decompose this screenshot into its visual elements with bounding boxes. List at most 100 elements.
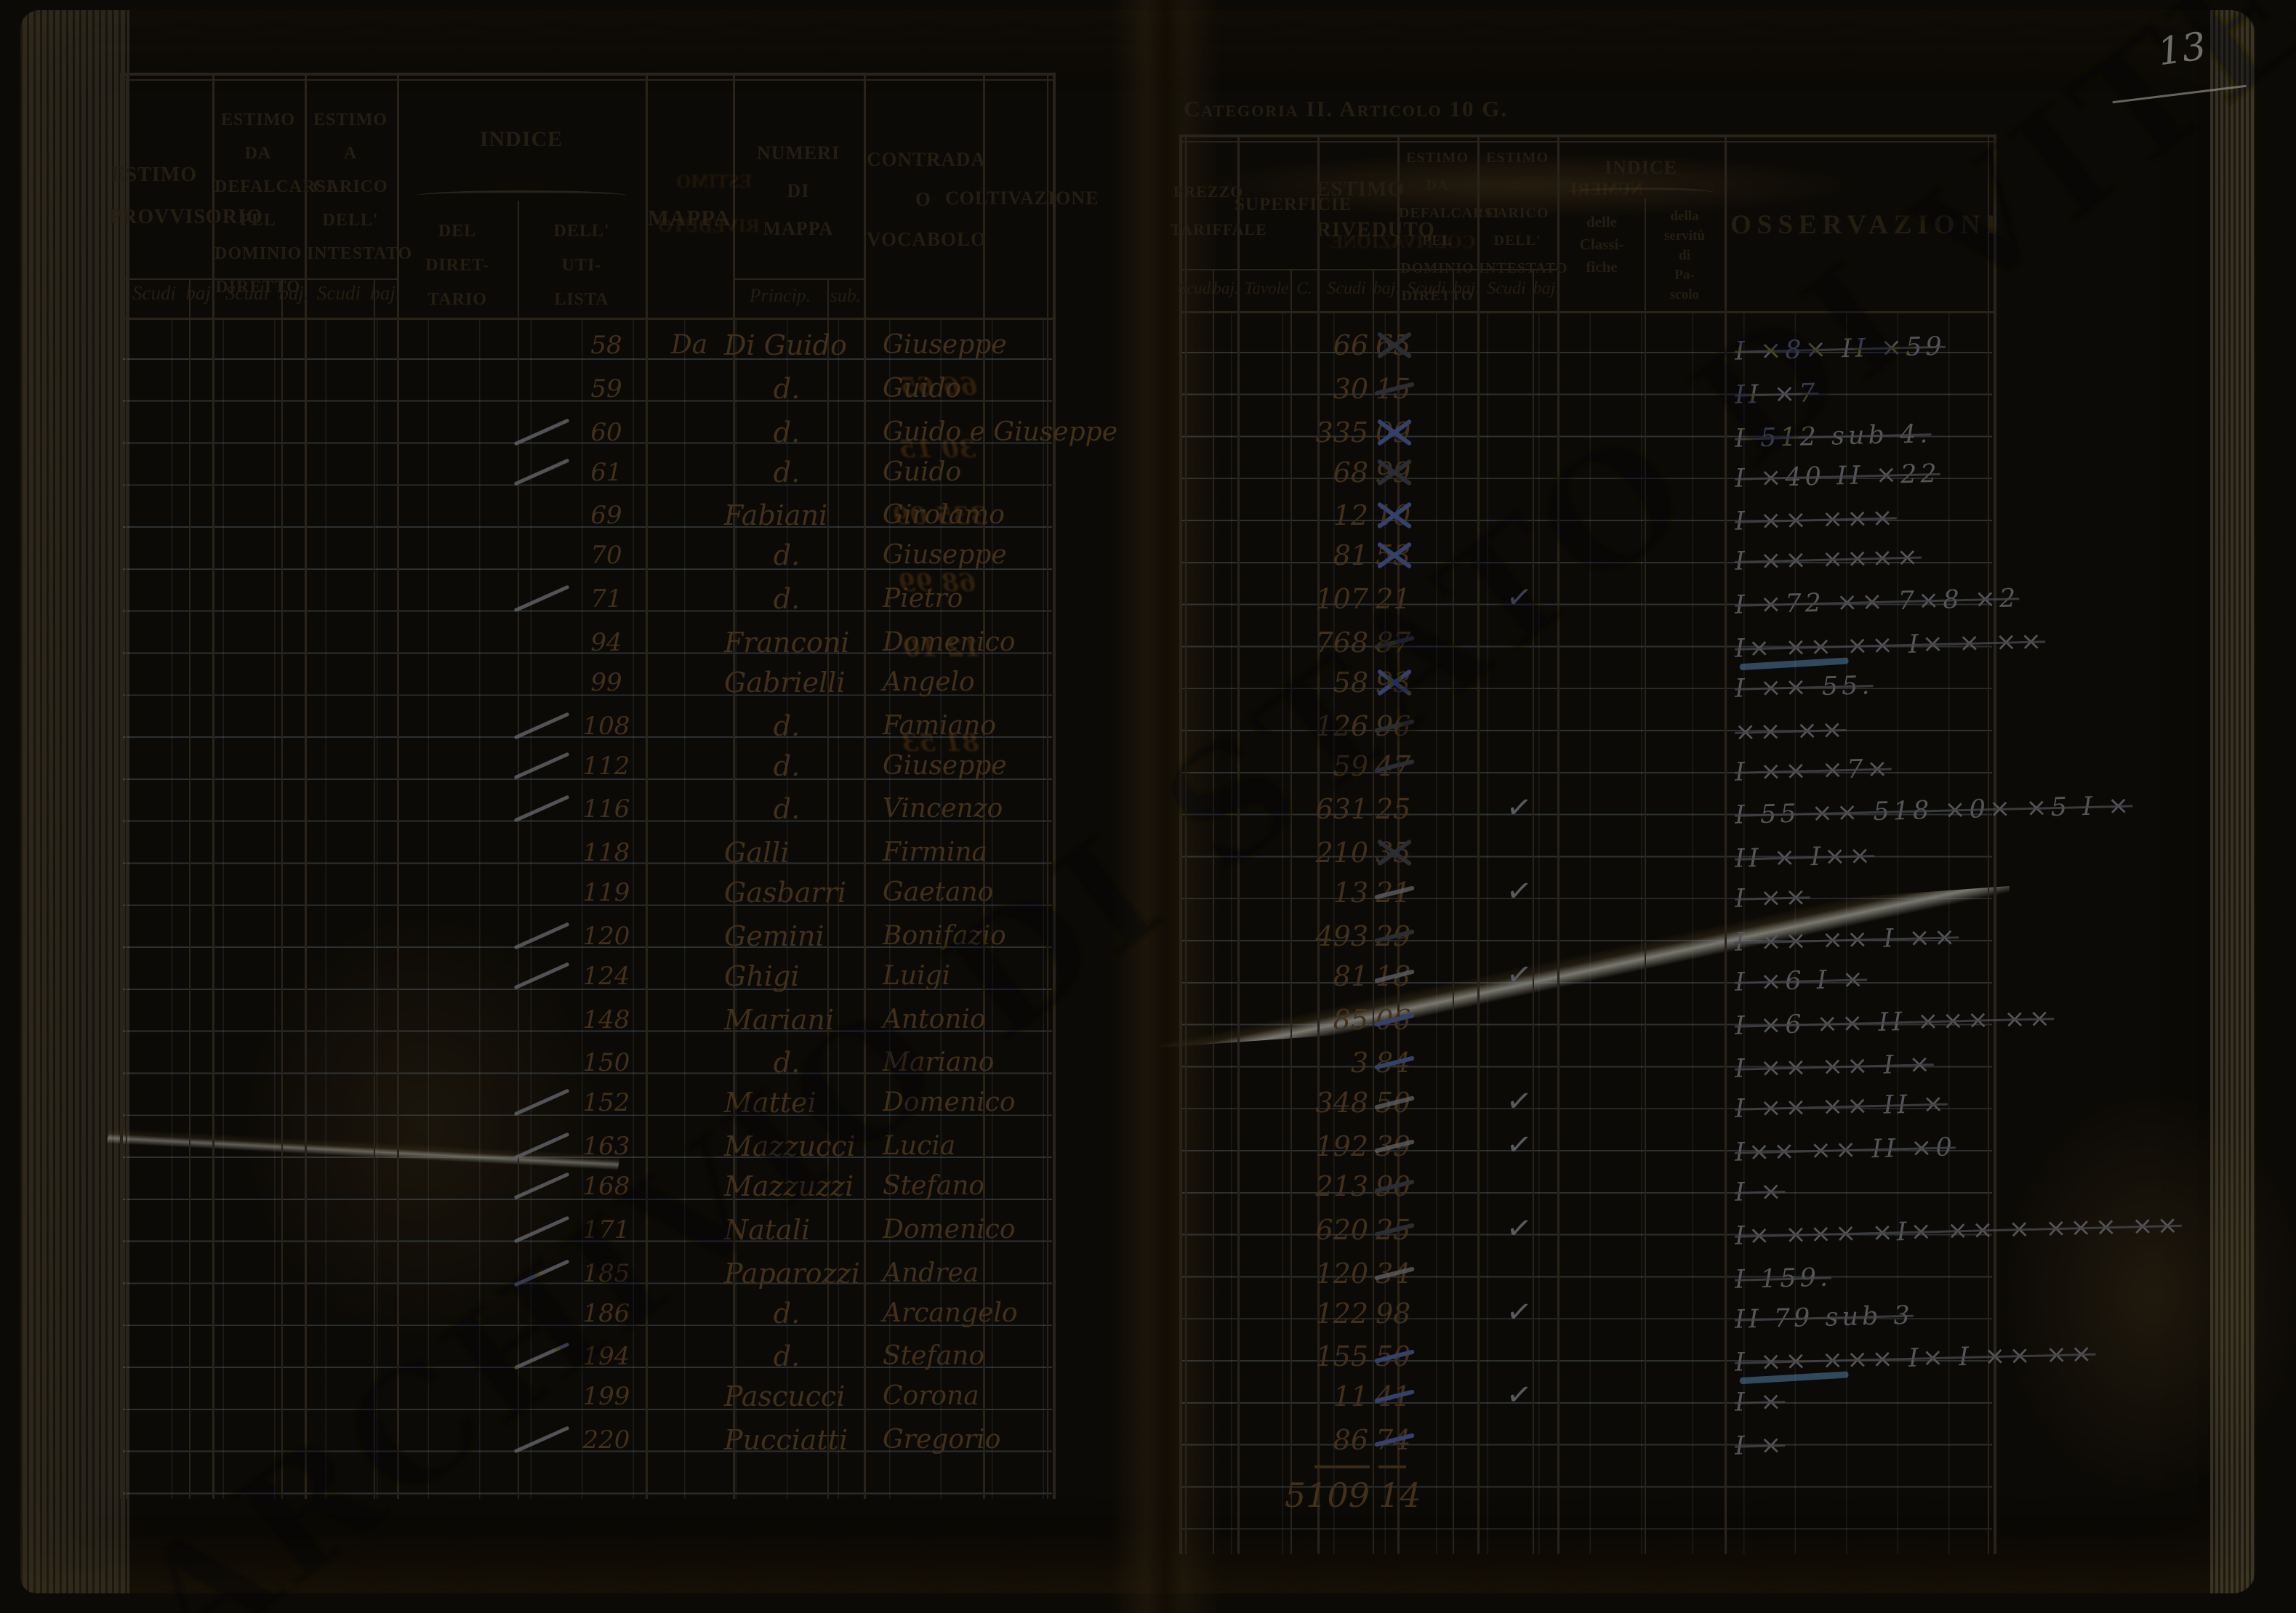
classifiche-checkmark: ✓ [1504,1082,1535,1121]
given-name-handwriting: Stefano [883,1341,985,1372]
book-gutter [1111,0,1220,1613]
grid-vline [1725,134,1727,1554]
subheader-baj: baj. [1213,279,1239,297]
surname-handwriting: Mattei [724,1087,816,1119]
estimo-riveduto-scudi: 192 [1315,1130,1368,1163]
given-name-handwriting: Corona [883,1381,979,1412]
grid-vline [189,278,190,1499]
subheader-scudi: Scudi [225,282,269,304]
estimo-riveduto-scudi: 85 [1333,1003,1368,1036]
given-name-handwriting: Mariano [883,1047,995,1078]
osservazioni-pencil-note: I × [1734,1387,1786,1418]
utilista-number: 148 [582,1005,630,1034]
header-contrada-vocabolo: CONTRADA O VOCABOLO [867,148,987,250]
grid-hline [120,79,1053,81]
utilista-number: 70 [590,541,622,571]
estimo-riveduto-scudi: 120 [1315,1257,1368,1290]
grid-hline [1237,269,1317,270]
header-prezzo-tariffale: PREZZO TARIFFALE [1171,182,1267,238]
surname-handwriting: d. [773,583,800,616]
header-mappa: MAPPA [647,205,731,230]
grid-hline [212,278,305,280]
header-osservazioni: OSSERVAZIONI [1730,210,2002,240]
subheader-scudi: Scudi [317,282,361,304]
tally-dash-mark [1374,1046,1415,1079]
given-name-handwriting: Arcangelo [883,1298,1018,1328]
direttario-pencil-slash [513,962,570,990]
tally-dash-mark [1374,1423,1415,1457]
osservazioni-pencil-note: I × [1734,1431,1786,1461]
page-number: 13 [2155,24,2209,75]
table-row: 119GasbarriGaetano1321✓I ×× [0,872,2296,914]
grid-vline [1645,198,1646,1554]
estimo-riveduto-scudi: 122 [1315,1297,1368,1330]
given-name-handwriting: Antonio [883,1004,986,1034]
grid-hline [120,318,1053,320]
table-row: 171NataliDomenico62025✓I× ××× ×I× ×× × ×… [0,1209,2296,1251]
given-name-handwriting: Gaetano [883,877,994,908]
grid-vline [1477,134,1480,1554]
table-row: 59d.Guido3015II ×7 [0,368,2296,410]
utilista-number: 152 [582,1088,630,1118]
utilista-number: 108 [582,711,630,741]
grid-vline [646,73,648,1499]
grid-hline [1179,269,1237,270]
estimo-riveduto-scudi: 213 [1315,1170,1368,1202]
given-name-handwriting: Girolamo [883,500,1005,531]
table-row: 163MazzucciLucia19239✓I×× ×× II ×0 [0,1125,2296,1167]
utilista-number: 186 [582,1298,630,1328]
grid-hline [1317,269,1397,270]
subheader-baj: baj. [370,282,401,304]
estimo-riveduto-scudi: 210 [1315,837,1368,869]
given-name-handwriting: Guido [883,456,962,487]
tally-dash-mark [1374,920,1415,953]
estimo-riveduto-scudi: 3 [1350,1047,1368,1079]
subheader-baj: baj. [1533,279,1560,298]
surname-handwriting: Mazzucci [724,1130,856,1163]
direttario-pencil-slash [513,1172,570,1200]
estimo-riveduto-scudi: 66 [1333,329,1368,361]
grid-vline [1397,134,1400,1554]
header-superficie: SUPERFICIE [1235,195,1352,214]
grid-vline [518,201,519,1499]
surname-handwriting: Gasbarri [724,877,846,909]
total-baj: 14 [1378,1476,1421,1515]
surname-handwriting: Ghigi [724,960,800,992]
surname-handwriting: d. [773,1297,800,1330]
subheader-baj: baj. [185,282,216,304]
given-name-handwriting: Giuseppe [883,330,1007,360]
utilista-number: 185 [582,1258,630,1288]
estimo-riveduto-scudi: 86 [1333,1424,1368,1457]
surname-handwriting: d. [773,749,800,782]
direttario-pencil-slash [513,584,570,613]
subheader-c: C. [1296,279,1312,297]
osservazioni-pencil-note: I × [1734,1177,1786,1207]
table-row: 61d.Guido6899I ×40 II ×22 [0,451,2296,494]
ghost-text: ESTIMO [676,171,752,192]
right-page-fore-edge [2210,10,2255,1593]
surname-handwriting: Mazzuzzi [724,1170,854,1202]
estimo-riveduto-scudi: 68 [1333,456,1368,488]
estimo-riveduto-scudi: 620 [1315,1213,1368,1246]
table-row: 199PascucciCorona1141✓I × [0,1375,2296,1417]
surname-handwriting: Gabrielli [724,666,846,699]
grid-vline [1213,269,1214,1554]
utilista-number: 120 [582,921,630,951]
subheader-scudi: Scudi [1407,279,1446,298]
utilista-number: 116 [582,795,630,824]
classifiche-checkmark: ✓ [1504,1375,1535,1415]
cross-out-mark [1374,456,1415,489]
osservazioni-pencil-note: II 79 sub 3 [1734,1300,1914,1335]
subheader-scudi: Scudi [1487,279,1526,298]
surname-handwriting: d. [773,1047,800,1079]
tally-dash-mark [1374,1003,1415,1037]
given-name-handwriting: Famiano [883,710,996,741]
osservazioni-pencil-note: I ×× ×××× [1734,542,1922,577]
utilista-number: 168 [582,1172,630,1201]
surname-handwriting: Fabiani [724,499,828,532]
category-article-line: Categoria II. Articolo 10 G. [1184,96,1509,121]
utilista-number: 99 [590,667,622,697]
grid-vline [1557,134,1560,1554]
total-rule [1314,1465,1370,1468]
